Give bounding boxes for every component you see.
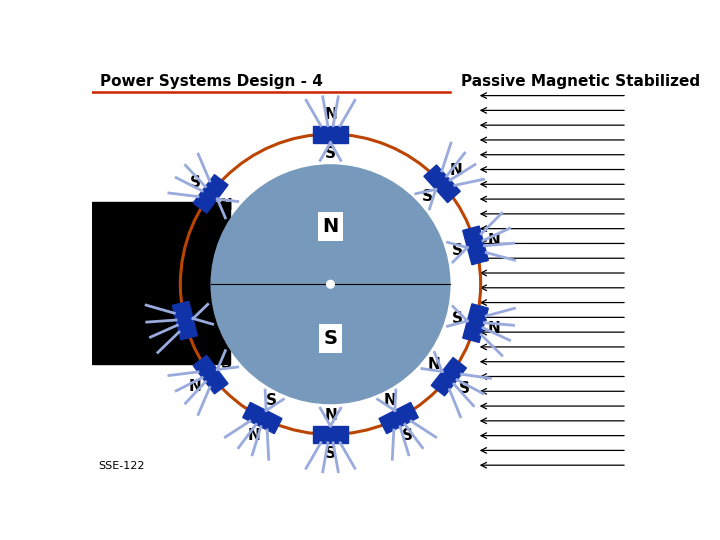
Text: S: S xyxy=(451,310,462,326)
Circle shape xyxy=(327,280,334,288)
Text: S: S xyxy=(266,393,276,408)
Polygon shape xyxy=(172,301,197,340)
Text: N: N xyxy=(324,107,337,123)
Text: N: N xyxy=(220,198,233,213)
Text: N: N xyxy=(323,217,338,236)
Text: N: N xyxy=(427,357,440,373)
Text: S: S xyxy=(459,381,469,396)
Polygon shape xyxy=(312,126,348,143)
Circle shape xyxy=(211,165,450,403)
Text: S: S xyxy=(325,146,336,161)
Text: S: S xyxy=(402,428,413,443)
Polygon shape xyxy=(379,402,418,434)
Text: N: N xyxy=(450,164,463,178)
Bar xyxy=(92,202,230,363)
Text: S: S xyxy=(220,355,231,370)
Polygon shape xyxy=(193,355,228,394)
Polygon shape xyxy=(312,426,348,443)
Text: N: N xyxy=(487,321,500,335)
Polygon shape xyxy=(431,357,467,396)
Text: Passive Magnetic Stabilized: Passive Magnetic Stabilized xyxy=(462,74,701,89)
Polygon shape xyxy=(463,304,488,342)
Text: S: S xyxy=(422,189,433,204)
Text: N: N xyxy=(197,308,210,323)
Text: N: N xyxy=(487,233,500,248)
Text: Power Systems Design - 4: Power Systems Design - 4 xyxy=(99,74,323,89)
Polygon shape xyxy=(424,165,460,202)
Text: S: S xyxy=(161,318,171,333)
Text: S: S xyxy=(323,329,338,348)
Text: N: N xyxy=(324,408,337,423)
Polygon shape xyxy=(243,402,282,434)
Text: S: S xyxy=(189,175,201,190)
Text: SSE-122: SSE-122 xyxy=(98,461,145,471)
Text: N: N xyxy=(189,379,202,394)
Text: S: S xyxy=(325,446,336,461)
Text: N: N xyxy=(384,393,396,408)
Text: N: N xyxy=(247,428,260,443)
Text: S: S xyxy=(451,243,462,258)
Polygon shape xyxy=(193,174,228,213)
Polygon shape xyxy=(463,226,488,265)
